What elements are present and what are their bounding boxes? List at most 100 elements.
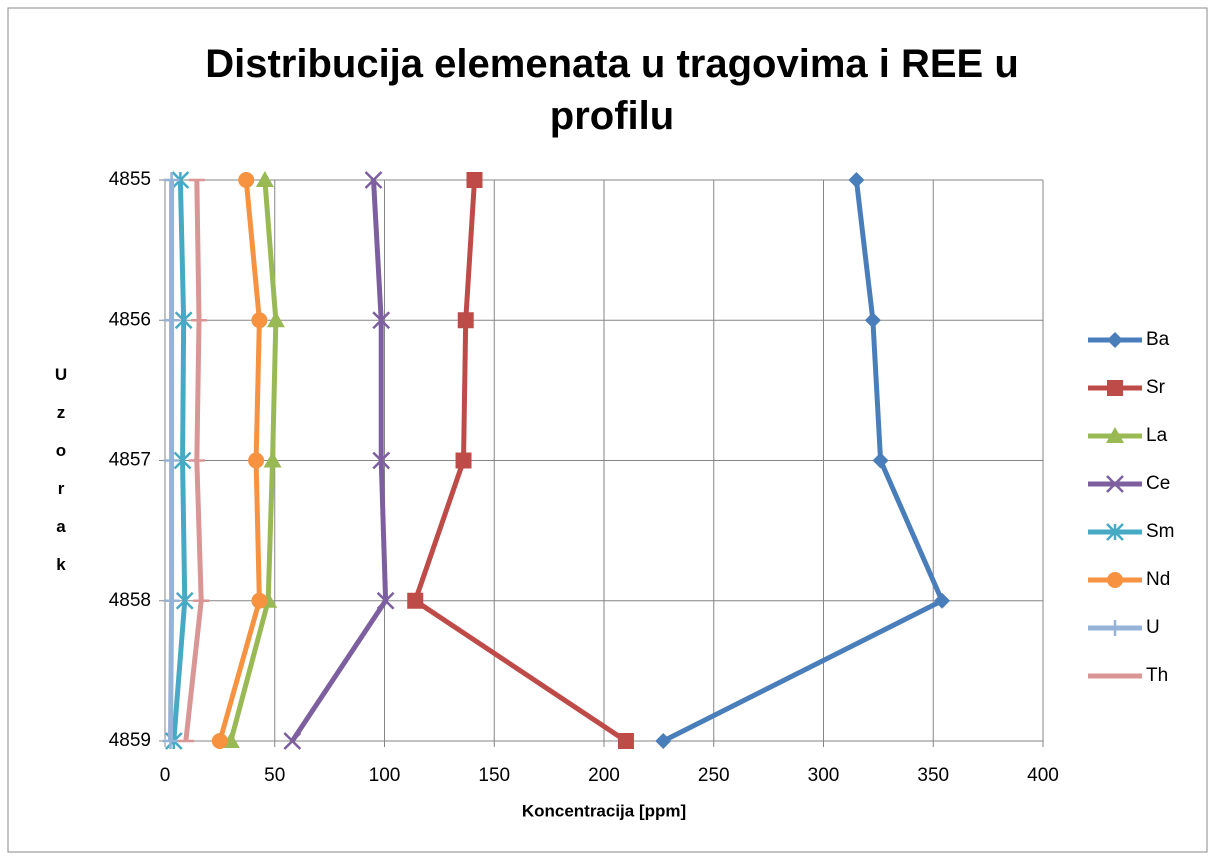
legend-label: Th (1146, 665, 1168, 686)
marker (248, 452, 265, 469)
marker-shape (175, 591, 194, 610)
y-tick-label: 4859 (109, 730, 151, 751)
marker-shape (163, 312, 180, 329)
marker-shape (934, 592, 951, 609)
marker-shape (864, 312, 881, 329)
marker (655, 733, 672, 749)
marker-shape (372, 311, 391, 330)
marker (1106, 523, 1124, 541)
marker-shape (162, 733, 179, 749)
legend-label: Sr (1146, 377, 1166, 398)
y-tick-label: 4857 (109, 450, 151, 471)
marker (173, 451, 192, 470)
legend-label: Ce (1146, 473, 1170, 494)
marker (238, 172, 255, 188)
marker-shape (372, 451, 391, 470)
marker (162, 733, 179, 749)
marker-shape (163, 172, 180, 188)
marker-shape (466, 172, 483, 188)
y-axis-label: Uzorak (54, 365, 68, 574)
marker-shape (283, 732, 302, 750)
marker-shape (1107, 572, 1123, 588)
x-tick-label: 400 (1027, 765, 1059, 786)
marker-shape (266, 311, 285, 328)
marker-shape (1107, 332, 1123, 348)
marker-shape (1106, 427, 1124, 443)
marker-shape (376, 591, 395, 610)
x-axis-label: Koncentracija [ppm] (522, 801, 686, 820)
marker-shape (171, 171, 190, 189)
y-tick-label: 4855 (109, 169, 151, 190)
marker-shape (655, 733, 672, 749)
chart-border (7, 7, 1208, 853)
y-tick-label: 4858 (109, 590, 151, 611)
x-tick-label: 350 (917, 765, 949, 786)
legend-label: Ba (1146, 329, 1170, 350)
marker (211, 733, 228, 749)
marker (455, 452, 472, 469)
y-tick-label: 4856 (109, 309, 151, 330)
marker (174, 311, 193, 330)
marker (617, 733, 634, 749)
marker (266, 311, 285, 328)
marker (171, 171, 190, 189)
marker (372, 311, 391, 330)
marker (1106, 427, 1124, 443)
marker (1107, 620, 1123, 636)
marker (864, 312, 881, 329)
legend-label: U (1146, 617, 1160, 638)
marker-shape (1106, 475, 1124, 493)
marker (251, 592, 268, 609)
marker-shape (163, 592, 180, 609)
marker (407, 592, 424, 609)
marker-shape (1107, 620, 1123, 636)
marker (457, 312, 474, 329)
x-tick-label: 150 (478, 765, 510, 786)
marker (163, 172, 180, 188)
marker (163, 592, 180, 609)
marker-shape (364, 171, 383, 189)
marker (1107, 572, 1123, 588)
marker (251, 312, 268, 329)
marker-shape (457, 312, 474, 329)
marker-shape (248, 452, 265, 469)
marker-shape (617, 733, 634, 749)
marker-shape (251, 312, 268, 329)
marker-shape (211, 733, 228, 749)
marker (364, 171, 383, 189)
marker-shape (1106, 523, 1124, 541)
marker (872, 452, 889, 469)
marker (376, 591, 395, 610)
x-tick-label: 0 (160, 765, 171, 786)
marker-shape (407, 592, 424, 609)
marker-shape (173, 451, 192, 470)
legend-label: La (1146, 425, 1168, 446)
marker-shape (163, 452, 180, 469)
marker (163, 312, 180, 329)
marker (934, 592, 951, 609)
marker (263, 451, 282, 468)
marker (1107, 380, 1123, 396)
x-tick-label: 100 (369, 765, 401, 786)
x-tick-label: 250 (698, 765, 730, 786)
marker (255, 171, 274, 187)
x-tick-label: 200 (588, 765, 620, 786)
marker-shape (255, 171, 274, 187)
marker (175, 591, 194, 610)
marker-shape (1107, 380, 1123, 396)
chart-title: Distribucija elemenata u tragovima i REE… (205, 42, 1019, 138)
legend-label: Sm (1146, 521, 1175, 542)
legend-label: Nd (1146, 569, 1170, 590)
marker (466, 172, 483, 188)
marker-shape (174, 311, 193, 330)
marker-shape (238, 172, 255, 188)
marker-shape (455, 452, 472, 469)
marker (163, 452, 180, 469)
x-tick-label: 50 (264, 765, 285, 786)
marker (848, 172, 865, 188)
marker-shape (251, 592, 268, 609)
marker-shape (872, 452, 889, 469)
marker (1107, 332, 1123, 348)
